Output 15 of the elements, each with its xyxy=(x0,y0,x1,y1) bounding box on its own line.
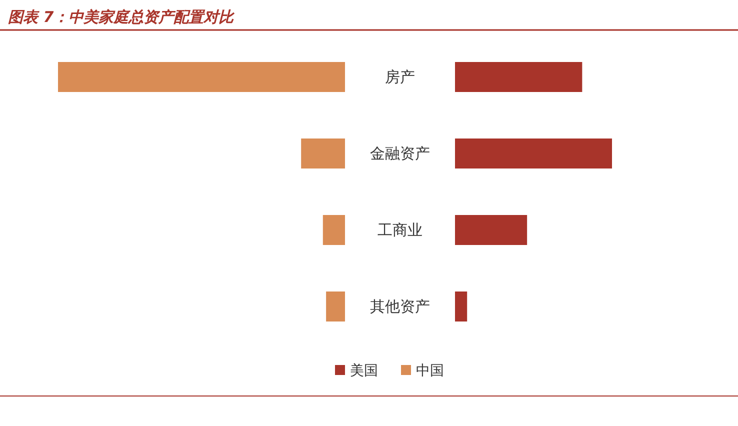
bar xyxy=(455,215,528,245)
bar xyxy=(455,292,468,322)
bar xyxy=(326,292,345,322)
y-tick-label: 其他资产 xyxy=(370,298,430,316)
bar xyxy=(455,62,582,92)
y-tick-label: 金融资产 xyxy=(370,144,430,162)
bar xyxy=(301,138,345,168)
chart-title: 图表 7：中美家庭总资产配置对比 xyxy=(8,8,236,26)
y-tick-label: 工商业 xyxy=(378,221,422,239)
bar xyxy=(322,215,345,245)
y-tick-label: 房产 xyxy=(385,68,415,86)
bar xyxy=(455,138,612,168)
bar xyxy=(58,62,345,92)
legend-label: 美国 xyxy=(350,363,378,379)
legend-label: 中国 xyxy=(416,363,444,379)
